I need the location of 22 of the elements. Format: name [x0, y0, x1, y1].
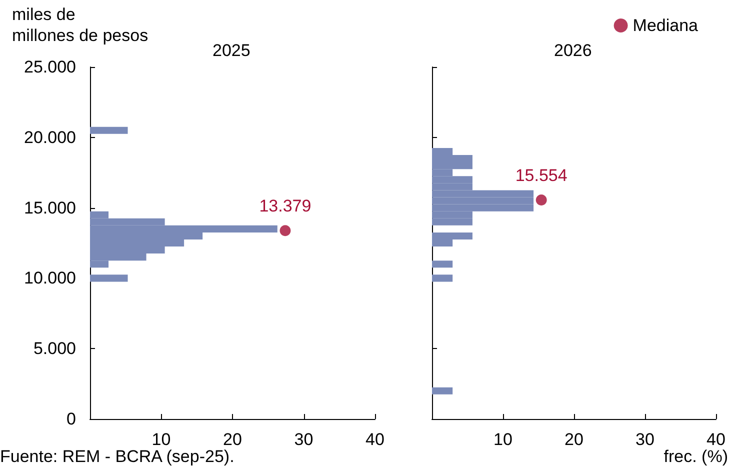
x-tick-label: 10 — [152, 430, 171, 449]
y-tick-label: 5.000 — [33, 339, 76, 358]
x-tick-label: 20 — [564, 430, 584, 449]
y-tick-label: 15.000 — [24, 198, 76, 218]
y-tick-label: 20.000 — [24, 128, 76, 147]
x-axis-title: frec. (%) — [664, 447, 728, 466]
y-tick-label: 0 — [66, 410, 76, 428]
x-tick-label: 30 — [294, 430, 314, 449]
x-tick-label: 30 — [636, 430, 654, 449]
chart-title: 2025 — [212, 41, 250, 60]
x-tick-label: 10 — [494, 430, 512, 449]
y-tick-label: 10.000 — [24, 268, 76, 288]
source-note: Fuente: REM - BCRA (sep-25). — [0, 447, 234, 466]
chart-title: 2026 — [554, 41, 592, 60]
y-tick-label: 25.000 — [24, 58, 76, 76]
annotation: 13.379 — [259, 196, 312, 216]
legend-label: Mediana — [632, 16, 699, 35]
x-tick-label: 40 — [366, 430, 384, 449]
x-tick-label: 20 — [223, 430, 242, 449]
y-axis-title: miles de millones de pesos — [12, 5, 148, 45]
x-tick-label: 40 — [706, 430, 726, 449]
annotation: 15.554 — [515, 166, 568, 185]
